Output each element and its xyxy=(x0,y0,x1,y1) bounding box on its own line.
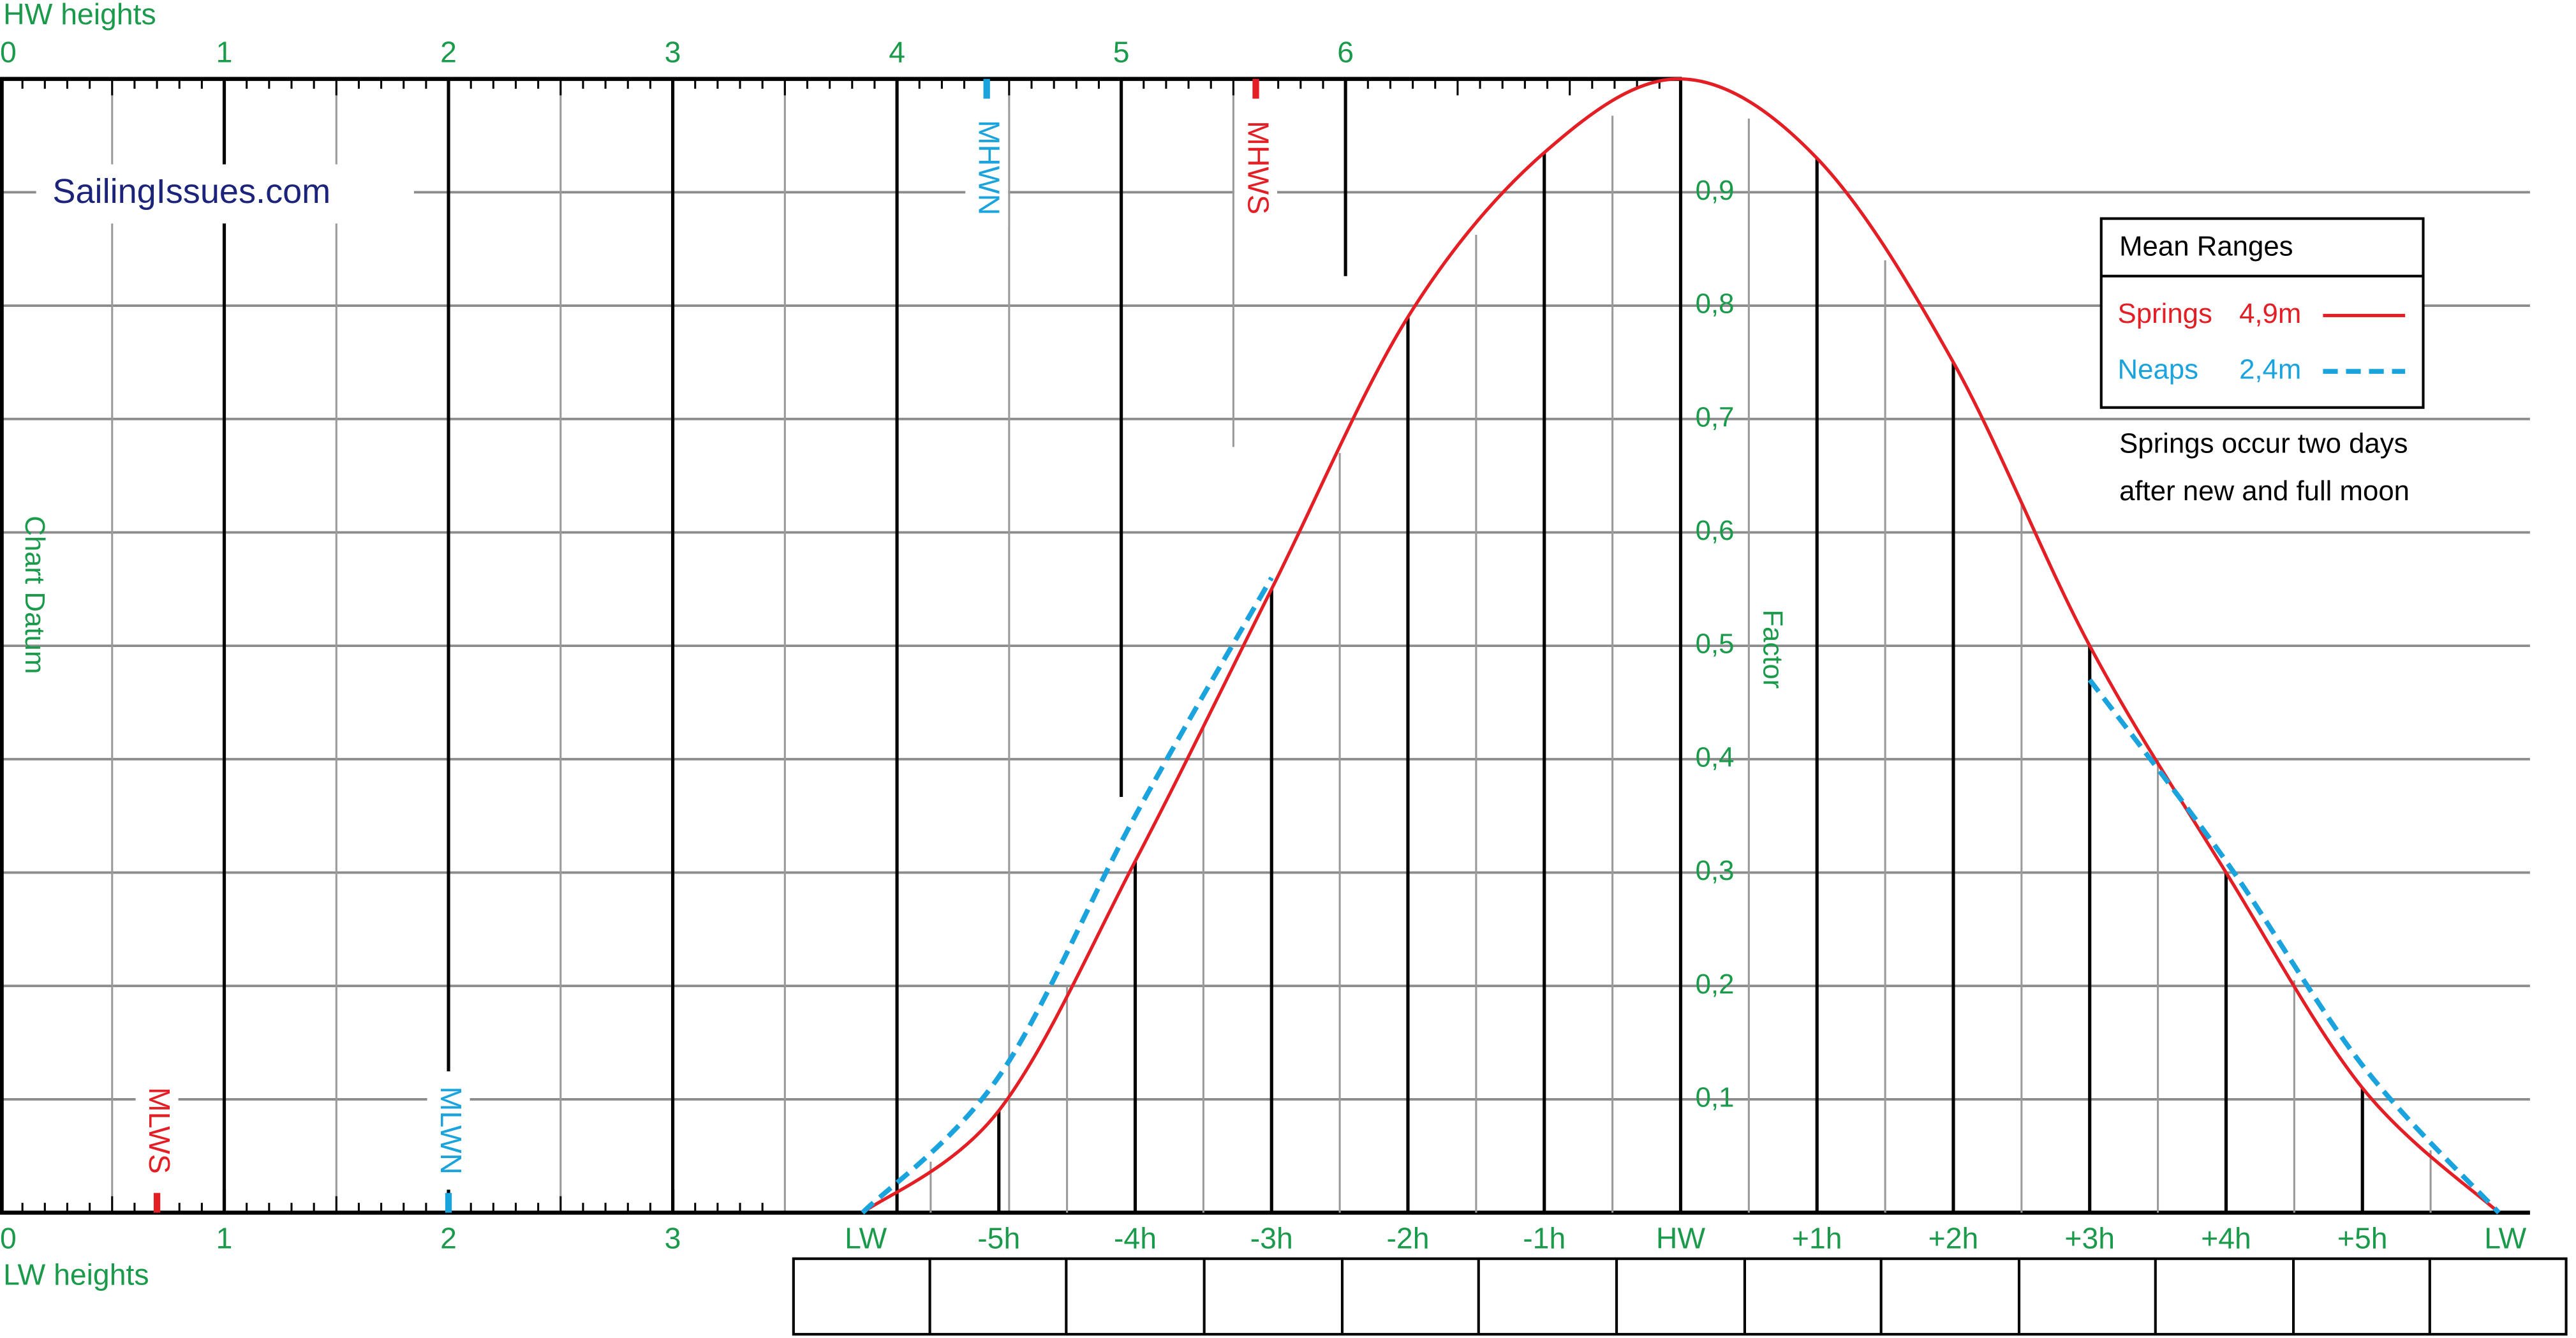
marker-label: MLWS xyxy=(143,1087,176,1174)
hw-tick-label: 2 xyxy=(440,35,457,68)
brand-background xyxy=(36,164,414,224)
series-line xyxy=(861,576,2501,1215)
x-tick-label: +4h xyxy=(2201,1222,2251,1255)
y-tick-label: 0,1 xyxy=(1696,1082,1735,1113)
time-box-row xyxy=(792,1257,2568,1336)
marker-background xyxy=(1234,108,1278,227)
y-tick-label: 0,5 xyxy=(1696,628,1735,660)
x-tick-label: +3h xyxy=(2064,1222,2115,1255)
lw-tick-label: 2 xyxy=(440,1222,457,1255)
y-tick-label: 0,6 xyxy=(1696,515,1735,546)
marker-background xyxy=(427,1071,470,1190)
hw-tick-label: 6 xyxy=(1337,35,1354,68)
hw-tick-label: 4 xyxy=(889,35,905,68)
x-tick-label: LW xyxy=(845,1222,887,1255)
marker-label: MHWS xyxy=(1241,121,1275,214)
lw-tick-label: 0 xyxy=(0,1222,17,1255)
lw-axis-label: LW heights xyxy=(3,1258,149,1291)
y-tick-label: 0,4 xyxy=(1696,741,1735,773)
time-box-dividers xyxy=(928,1258,2431,1335)
legend-range: 2,4m xyxy=(2239,354,2301,385)
legend-range: 4,9m xyxy=(2239,298,2301,329)
hw-tick-label: 1 xyxy=(216,35,233,68)
time-boxes xyxy=(792,1257,2568,1336)
x-tick-label: -4h xyxy=(1114,1222,1157,1255)
lw-tick-label: 3 xyxy=(665,1222,681,1255)
x-tick-label: +5h xyxy=(2337,1222,2388,1255)
lw-tick-label: 1 xyxy=(216,1222,233,1255)
x-tick-label: -5h xyxy=(977,1222,1020,1255)
series-line xyxy=(861,77,2500,1214)
y-tick-label: 0,7 xyxy=(1696,401,1735,433)
factor-label: Factor xyxy=(1758,609,1789,688)
marker-background xyxy=(965,108,1009,227)
chart-datum-label: Chart Datum xyxy=(19,516,50,674)
legend-title: Mean Ranges xyxy=(2119,230,2293,262)
legend-label: Springs xyxy=(2118,298,2212,329)
x-tick-label: HW xyxy=(1656,1222,1705,1255)
hw-tick-label: 0 xyxy=(0,35,17,68)
x-tick-label: +1h xyxy=(1792,1222,1842,1255)
x-tick-label: +2h xyxy=(1928,1222,1979,1255)
hw-tick-label: 3 xyxy=(665,35,681,68)
legend-box xyxy=(2099,217,2425,409)
note-line: Springs occur two days xyxy=(2119,428,2408,459)
x-tick-label: -3h xyxy=(1250,1222,1293,1255)
x-tick-label: LW xyxy=(2484,1222,2526,1255)
x-tick-label: -1h xyxy=(1523,1222,1566,1255)
y-tick-label: 0,8 xyxy=(1696,288,1735,320)
grid xyxy=(0,77,2530,1215)
x-tick-label: -2h xyxy=(1387,1222,1430,1255)
marker-background xyxy=(135,1071,179,1190)
legend: Mean Ranges Springs 4,9m Neaps 2,4m Spri… xyxy=(2099,217,2425,507)
legend-label: Neaps xyxy=(2118,354,2199,385)
note-line: after new and full moon xyxy=(2119,475,2409,507)
marker-label: MHWN xyxy=(972,120,1005,215)
y-tick-label: 0,2 xyxy=(1696,969,1735,1000)
hw-axis-label: HW heights xyxy=(3,0,156,31)
brand: SailingIssues.com xyxy=(52,172,330,211)
marker-label: MLWN xyxy=(434,1087,468,1175)
hw-tick-label: 5 xyxy=(1113,35,1130,68)
y-tick-label: 0,9 xyxy=(1696,175,1735,206)
y-tick-label: 0,3 xyxy=(1696,855,1735,886)
marks xyxy=(861,77,2501,1215)
